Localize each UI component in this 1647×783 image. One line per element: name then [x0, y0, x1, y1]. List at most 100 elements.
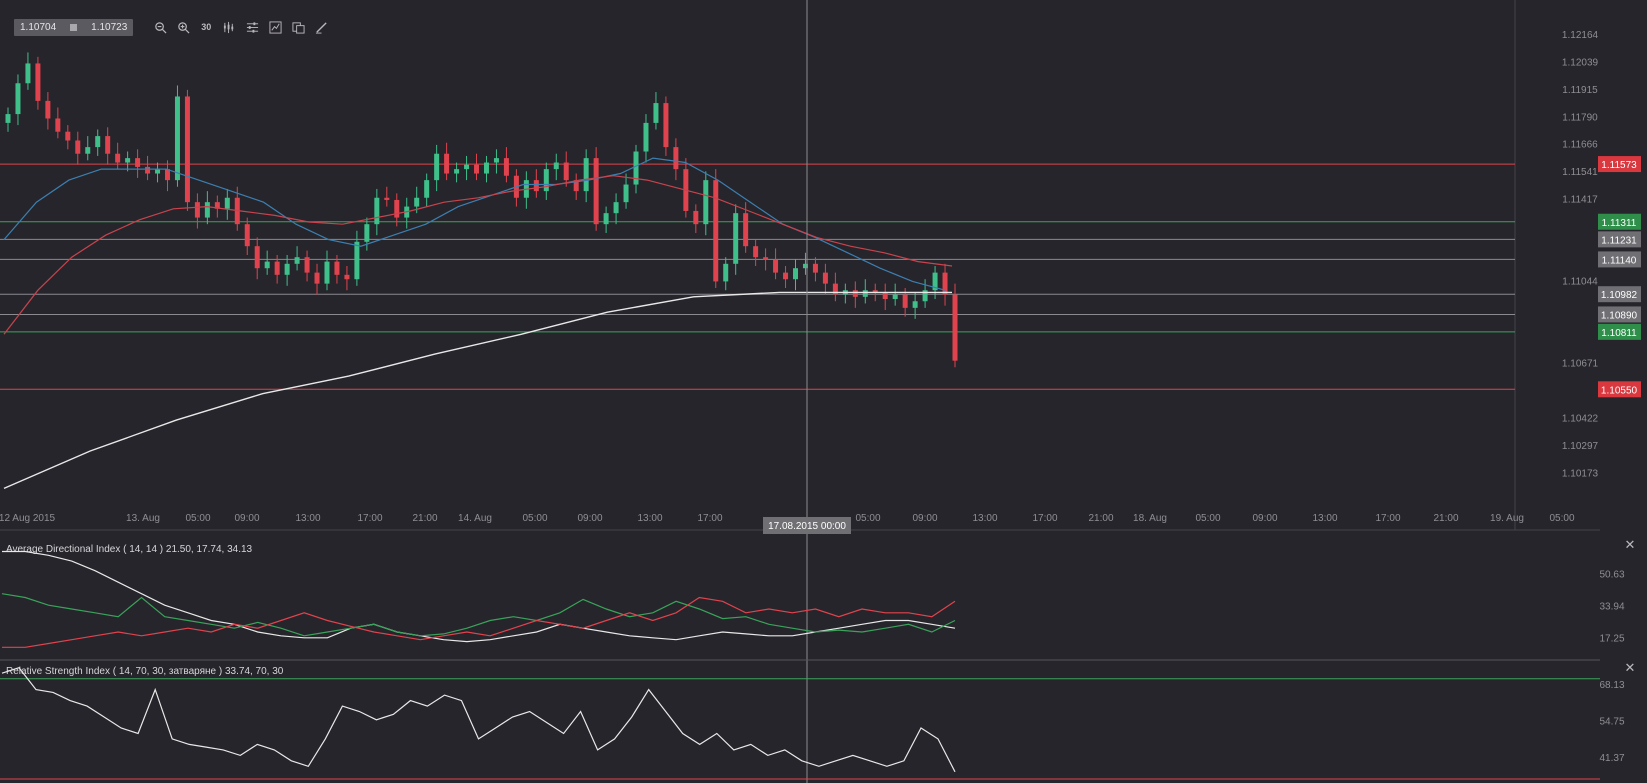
chart-tools: 30	[147, 18, 331, 36]
adx-tick-label: 33.94	[1599, 601, 1624, 612]
ask-price: 1.10723	[91, 21, 128, 33]
candle-body	[464, 164, 470, 170]
candle-body	[65, 131, 71, 141]
candle-body	[294, 257, 300, 264]
candle-body	[922, 290, 928, 302]
time-tick-label: 13:00	[1312, 513, 1337, 524]
candle-body	[553, 162, 559, 170]
candle-body	[434, 153, 440, 181]
candle-body	[284, 263, 290, 275]
candle-body	[364, 224, 370, 242]
time-tick-label: 05:00	[1195, 513, 1220, 524]
candle-body	[115, 153, 121, 163]
candle-body	[763, 257, 769, 260]
zoom-out-icon[interactable]	[150, 18, 170, 36]
candle-body	[713, 180, 719, 282]
candle-body	[493, 158, 499, 163]
candle-body	[932, 272, 938, 291]
candle-body	[125, 158, 131, 163]
candle-body	[793, 268, 799, 280]
timeframe-button[interactable]: 30	[201, 22, 212, 32]
quote-box[interactable]: 1.10704 1.10723	[14, 18, 134, 36]
time-tick-label: 05:00	[855, 513, 880, 524]
candle-body	[324, 261, 330, 284]
indicators-icon[interactable]	[219, 18, 239, 36]
candle-body	[912, 301, 918, 308]
price-level-tag	[1598, 156, 1641, 173]
candle-body	[314, 272, 320, 284]
sma-red-line	[3, 175, 953, 335]
time-tick-label: 18. Aug	[1133, 513, 1167, 524]
templates-icon[interactable]	[288, 18, 308, 36]
adx-series-adx	[2, 550, 956, 643]
price-level-label: 1.10890	[1601, 310, 1638, 321]
quote-separator-icon	[70, 23, 78, 31]
candle-body	[902, 294, 908, 308]
candle-body	[344, 274, 350, 280]
candle-body	[194, 202, 200, 218]
candle-body	[254, 246, 260, 269]
rsi-tick-label: 68.13	[1599, 680, 1624, 691]
candle-body	[783, 272, 789, 280]
candle-body	[304, 257, 310, 273]
price-level-label: 1.10982	[1601, 290, 1638, 301]
price-level-tag	[1598, 231, 1641, 248]
price-level-label: 1.11231	[1601, 235, 1637, 246]
time-tick-label: 17:00	[1375, 513, 1400, 524]
candle-body	[474, 164, 480, 174]
zoom-in-icon[interactable]	[173, 18, 193, 36]
candle-body	[693, 210, 699, 225]
candle-body	[613, 202, 619, 214]
price-tick-label: 1.11790	[1562, 112, 1598, 123]
candle-body	[244, 224, 250, 247]
adx-series-di	[2, 596, 956, 648]
time-tick-label: 09:00	[1252, 513, 1277, 524]
candle-body	[414, 197, 420, 207]
candle-body	[643, 122, 649, 152]
candle-body	[424, 180, 430, 198]
candle-body	[872, 290, 878, 293]
candle-body	[703, 180, 709, 225]
sma-blue-line	[3, 157, 946, 291]
price-tick-label: 1.11915	[1562, 85, 1598, 96]
time-tick-label: 09:00	[912, 513, 937, 524]
price-tick-label: 1.11541	[1562, 167, 1598, 178]
candle-body	[384, 197, 390, 200]
time-tick-label: 21:00	[412, 513, 437, 524]
crosshair-time-label: 17.08.2015 00:00	[768, 521, 846, 532]
candle-body	[204, 202, 210, 218]
candle-body	[454, 169, 460, 174]
candle-body	[444, 153, 450, 174]
candle-body	[942, 272, 948, 295]
time-tick-label: 19. Aug	[1490, 513, 1524, 524]
candle-body	[95, 136, 101, 148]
time-tick-label: 13:00	[295, 513, 320, 524]
candle-body	[164, 169, 170, 181]
candle-body	[15, 83, 21, 115]
price-level-tag	[1598, 323, 1641, 340]
price-level-label: 1.11573	[1601, 160, 1637, 171]
candle-body	[822, 272, 828, 284]
price-level-tag	[1598, 213, 1641, 230]
price-level-label: 1.11311	[1602, 218, 1637, 229]
adx-tick-label: 17.25	[1599, 633, 1624, 644]
candle-body	[583, 158, 589, 192]
price-tick-label: 1.11417	[1562, 194, 1598, 205]
candle-body	[25, 63, 31, 84]
price-level-tag	[1598, 306, 1641, 323]
draw-pencil-icon[interactable]	[311, 18, 331, 36]
price-tick-label: 1.11666	[1562, 140, 1598, 151]
settings-sliders-icon[interactable]	[242, 18, 262, 36]
candle-body	[623, 184, 629, 203]
candle-body	[224, 197, 230, 209]
price-tick-label: 1.10297	[1562, 441, 1599, 452]
chart-type-icon[interactable]	[265, 18, 285, 36]
candle-body	[354, 241, 360, 280]
candle-body	[673, 147, 679, 170]
time-tick-label: 17:00	[697, 513, 722, 524]
candle-body	[105, 136, 111, 154]
price-tick-label: 1.10671	[1562, 359, 1599, 370]
adx-tick-label: 50.63	[1599, 569, 1624, 580]
candle-body	[812, 263, 818, 273]
